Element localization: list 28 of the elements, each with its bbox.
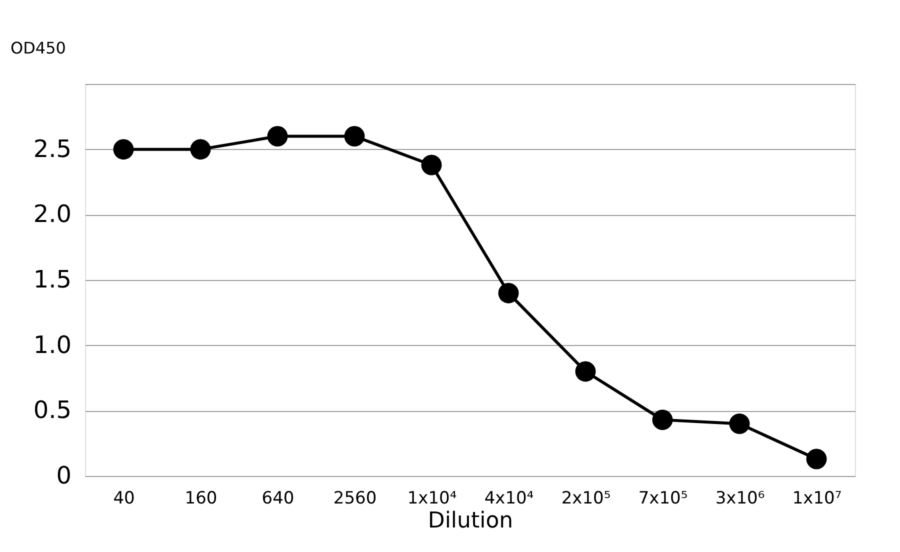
x-tick-label: 160 — [184, 488, 218, 508]
x-tick-label: 1x10⁷ — [792, 488, 842, 508]
y-tick-label: 2.0 — [33, 200, 72, 228]
point — [344, 126, 365, 146]
y-axis-title: OD450 — [10, 38, 66, 58]
x-tick-label: 3x10⁶ — [715, 488, 765, 508]
point — [729, 414, 750, 434]
x-tick-label: 2x10⁵ — [561, 488, 611, 508]
x-tick-label: 7x10⁵ — [638, 488, 688, 508]
y-tick-label: 0.5 — [33, 396, 72, 424]
x-tick-label: 1x10⁴ — [407, 488, 457, 508]
point — [190, 139, 211, 160]
y-tick-label: 1.0 — [33, 330, 72, 359]
x-tick-label: 4x10⁴ — [484, 488, 534, 508]
point — [652, 410, 673, 430]
point — [575, 361, 596, 382]
point — [498, 282, 519, 304]
y-tick-label: 2.5 — [33, 134, 72, 163]
point — [267, 126, 288, 146]
x-axis-title: Dilution — [428, 508, 514, 534]
y-tick-label: 1.5 — [33, 266, 72, 294]
point — [113, 139, 134, 160]
x-tick-label: 40 — [113, 488, 135, 508]
y-tick-label: 0 — [56, 462, 72, 490]
point — [421, 154, 442, 176]
x-tick-label: 640 — [262, 488, 294, 508]
point — [806, 448, 827, 470]
x-tick-label: 2560 — [333, 488, 377, 508]
